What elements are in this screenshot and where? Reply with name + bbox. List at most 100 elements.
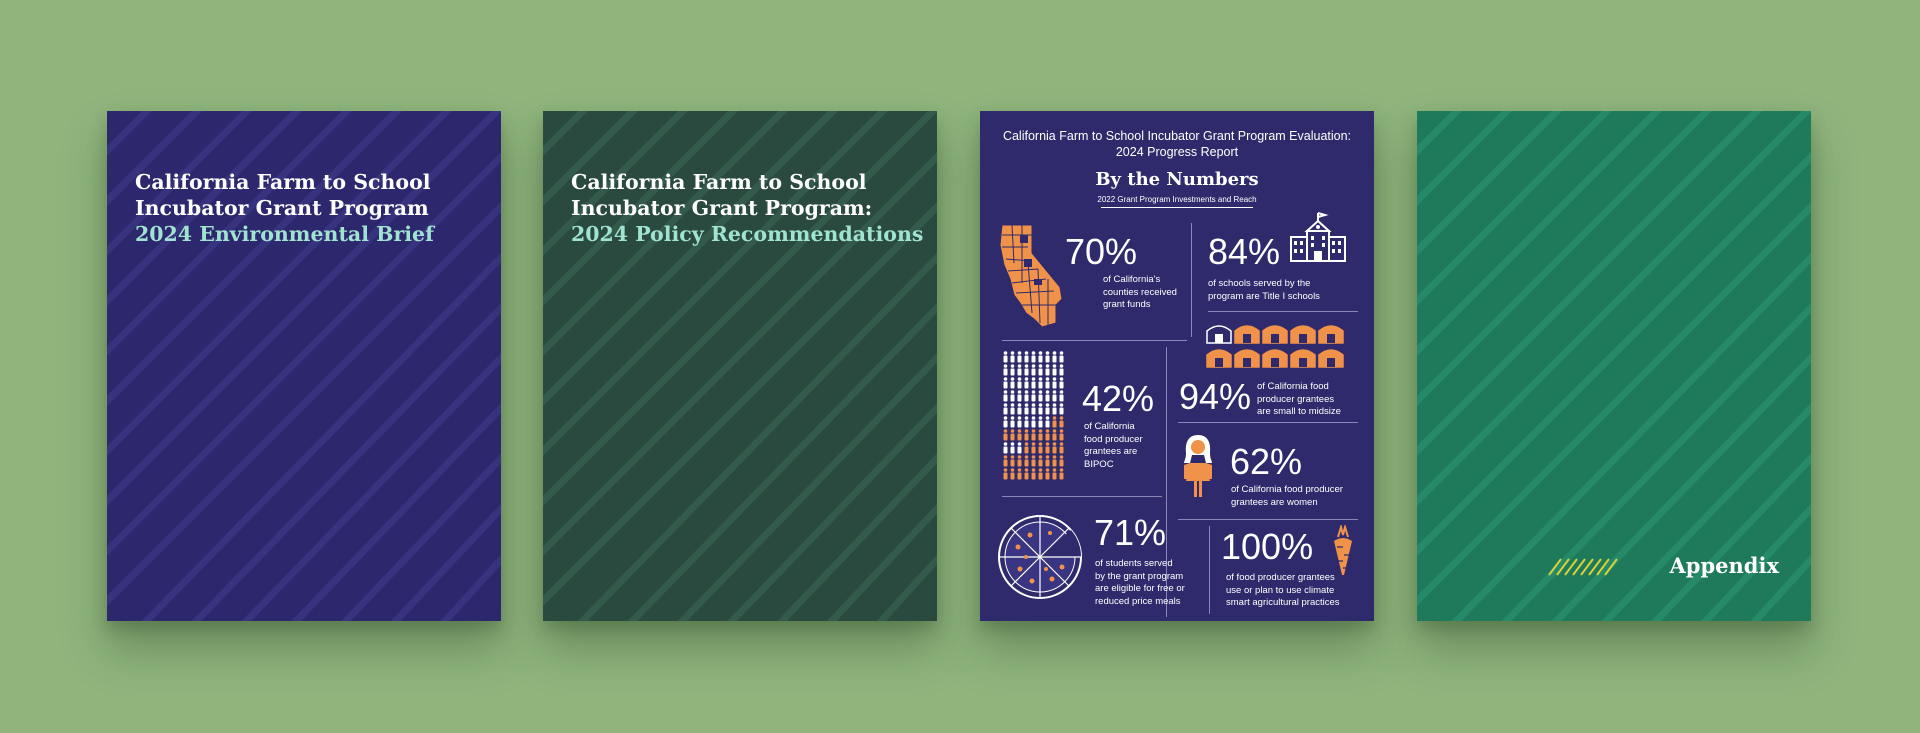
person-head — [1059, 390, 1064, 394]
divider-vertical — [1209, 526, 1210, 614]
person-head — [1010, 390, 1015, 394]
title-line-2: Incubator Grant Program: — [571, 196, 873, 220]
person-head — [1059, 351, 1064, 355]
maze-pattern — [107, 111, 501, 621]
person-head — [1031, 442, 1036, 446]
cover-appendix: Appendix — [1417, 111, 1811, 621]
report-header: California Farm to School Incubator Gran… — [980, 128, 1374, 160]
person-body — [1003, 394, 1008, 402]
person-body — [1045, 446, 1050, 454]
person-head — [1059, 403, 1064, 407]
person-body — [1024, 381, 1029, 389]
person-body — [1017, 394, 1022, 402]
person-body — [1059, 394, 1064, 402]
person-head — [1045, 468, 1050, 472]
person-head — [1045, 351, 1050, 355]
person-head — [1024, 403, 1029, 407]
person-head — [1038, 429, 1043, 433]
person-head — [1052, 429, 1057, 433]
person-body — [1045, 368, 1050, 376]
person-head — [1003, 429, 1008, 433]
person-head — [1045, 416, 1050, 420]
person-head — [1010, 364, 1015, 368]
person-body — [1052, 459, 1057, 467]
person-head — [1059, 377, 1064, 381]
caption-line: use or plan to use climate — [1226, 584, 1335, 596]
person-body — [1017, 407, 1022, 415]
person-body — [1059, 459, 1064, 467]
infographic-subtitle: 2022 Grant Program Investments and Reach — [1097, 195, 1257, 204]
person-head — [1038, 442, 1043, 446]
person-body — [1052, 433, 1057, 441]
person-body — [1059, 355, 1064, 363]
stat-caption: of California's counties received grant … — [1103, 274, 1177, 312]
caption-line: by the grant program — [1095, 570, 1184, 582]
infographic-title: By the Numbers — [1095, 169, 1259, 190]
person-head — [1038, 468, 1043, 472]
person-head — [1003, 468, 1008, 472]
person-body — [1024, 446, 1029, 454]
barn-door — [1299, 334, 1307, 343]
california-map-icon — [999, 224, 1063, 328]
person-body — [1024, 420, 1029, 428]
person-body — [1038, 433, 1043, 441]
person-head — [1038, 403, 1043, 407]
person-head — [1059, 455, 1064, 459]
person-body — [1031, 407, 1036, 415]
person-body — [1010, 420, 1015, 428]
person-head — [1024, 377, 1029, 381]
person-head — [1052, 364, 1057, 368]
divider-vertical — [1191, 223, 1192, 337]
caption-line: grant funds — [1103, 299, 1151, 310]
person-head — [1052, 377, 1057, 381]
person-head — [1024, 390, 1029, 394]
person-head — [1024, 416, 1029, 420]
stripe-accent-icon — [1548, 558, 1618, 576]
person-body — [1017, 381, 1022, 389]
person-body — [1059, 446, 1064, 454]
person-head — [1003, 403, 1008, 407]
person-body — [1031, 446, 1036, 454]
title-line-2: Incubator Grant Program — [135, 196, 429, 220]
barn-icon — [1206, 325, 1344, 368]
person-head — [1010, 429, 1015, 433]
person-head — [1017, 429, 1022, 433]
stat-caption: of California food producer grantees are… — [1231, 484, 1343, 509]
person-body — [1038, 355, 1043, 363]
report-header-line-1: California Farm to School Incubator Gran… — [1002, 129, 1352, 143]
maze-pattern — [543, 111, 937, 621]
person-head — [1052, 390, 1057, 394]
person-head — [1003, 416, 1008, 420]
person-body — [1038, 394, 1043, 402]
person-head — [1038, 351, 1043, 355]
caption-line: smart agricultural practices — [1226, 597, 1340, 608]
person-head — [1010, 455, 1015, 459]
stat-value: 42% — [1082, 378, 1155, 419]
person-body — [1045, 394, 1050, 402]
person-body — [1017, 446, 1022, 454]
caption-line: grantees are women — [1231, 496, 1318, 508]
barn-door — [1243, 358, 1251, 367]
person-head — [1024, 442, 1029, 446]
divider-horizontal — [1208, 311, 1358, 312]
barn-door — [1271, 358, 1279, 367]
person-body — [1017, 472, 1022, 480]
barn-mark — [1206, 325, 1232, 344]
person-body — [1038, 368, 1043, 376]
person-body — [1052, 355, 1057, 363]
caption-line: of California's — [1103, 274, 1161, 285]
person-head — [1045, 455, 1050, 459]
person-head — [1017, 468, 1022, 472]
person-head — [1003, 377, 1008, 381]
school-building-icon — [1290, 212, 1346, 262]
person-head — [1017, 403, 1022, 407]
person-head — [1017, 455, 1022, 459]
person-head — [1017, 442, 1022, 446]
person-body — [1017, 433, 1022, 441]
divider-horizontal — [1002, 340, 1187, 341]
title-line-1: California Farm to School — [571, 170, 867, 194]
person-body — [1045, 381, 1050, 389]
person-head — [1045, 364, 1050, 368]
person-head — [1059, 468, 1064, 472]
person-head — [1038, 455, 1043, 459]
